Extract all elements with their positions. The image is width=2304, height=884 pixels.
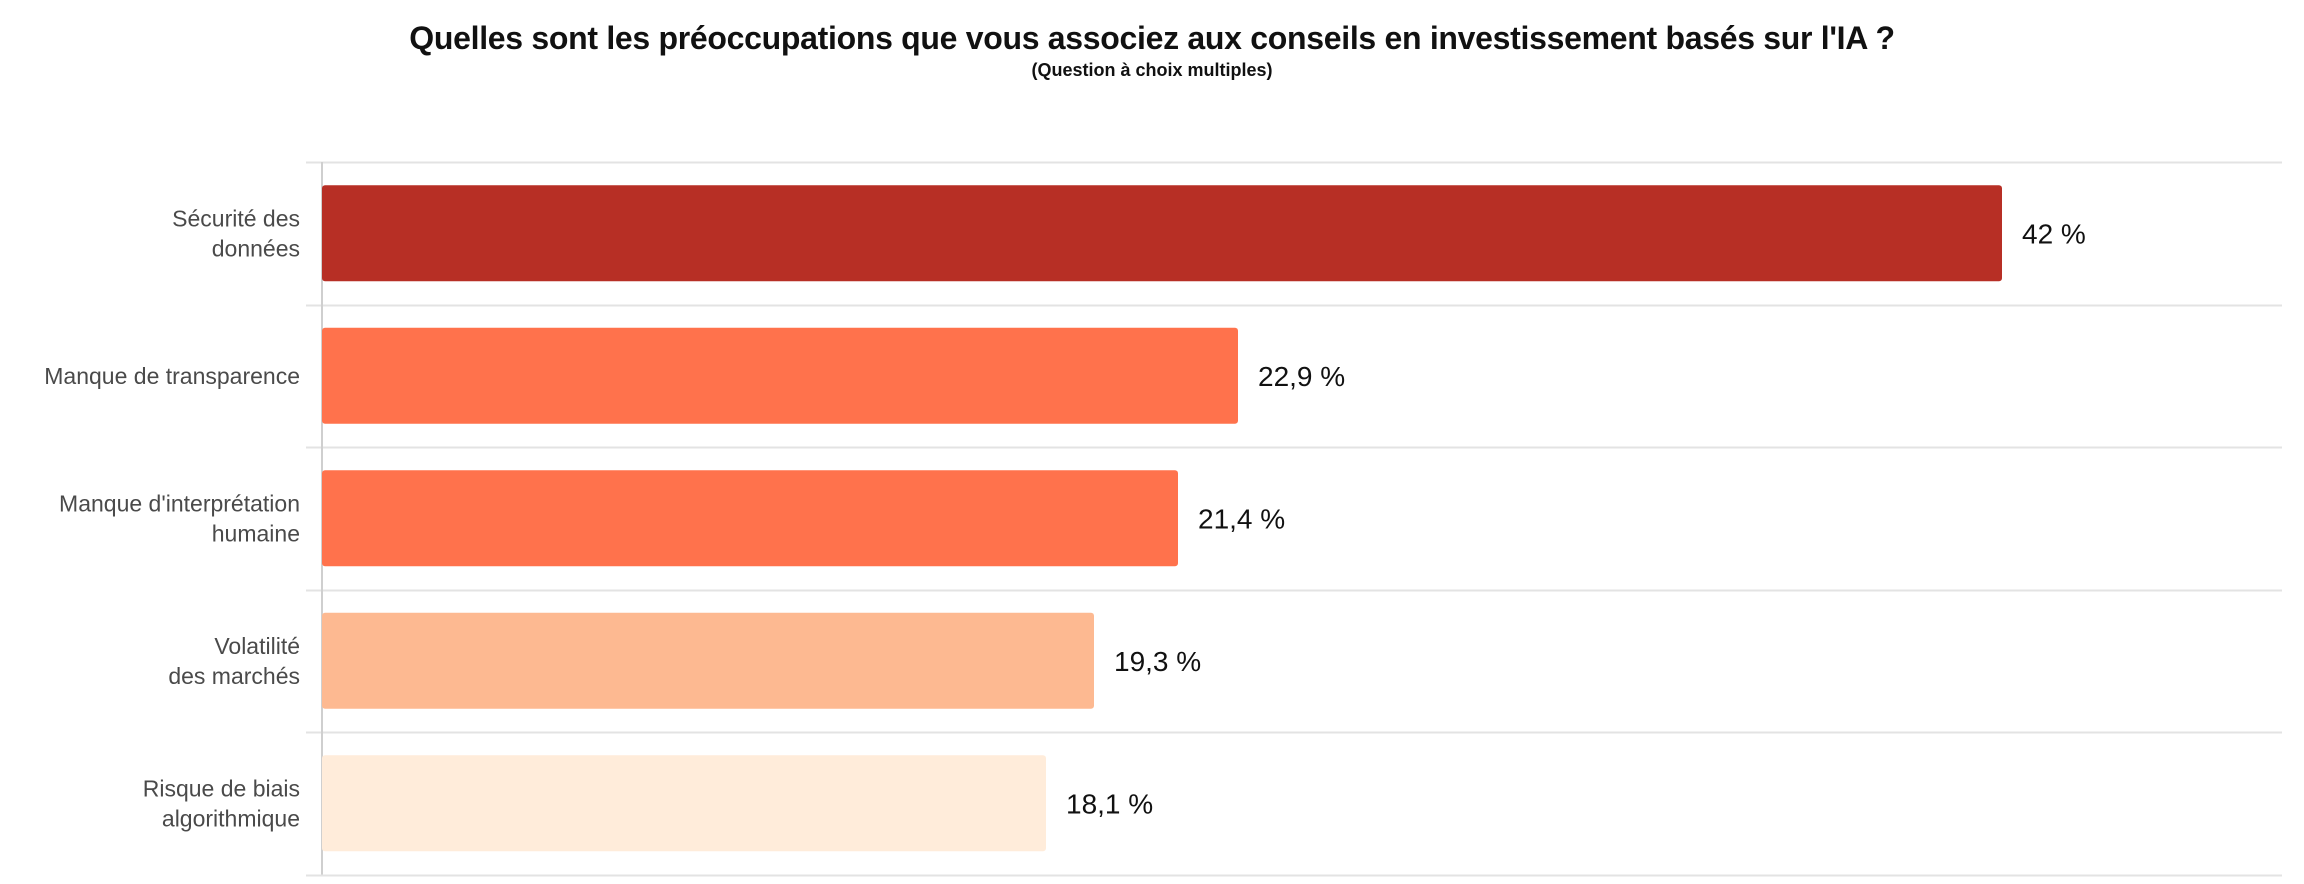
bar (322, 327, 1238, 424)
category-label: Sécurité des données (172, 205, 300, 261)
chart-subtitle: (Question à choix multiples) (1031, 60, 1273, 80)
bar (322, 612, 1094, 709)
category-label: Volatilité des marchés (168, 633, 300, 689)
category-label: Manque de transparence (44, 363, 300, 389)
bar (322, 185, 2002, 282)
bar (322, 470, 1178, 567)
data-label: 22,9 % (1258, 361, 1345, 392)
bar (322, 755, 1046, 852)
data-label: 18,1 % (1066, 788, 1153, 819)
category-label: Risque de biais algorithmique (143, 775, 300, 831)
data-label: 42 % (2022, 218, 2086, 249)
category-label: Manque d'interprétation humaine (59, 490, 300, 546)
data-label: 19,3 % (1114, 646, 1201, 677)
chart-title: Quelles sont les préoccupations que vous… (409, 20, 1895, 56)
data-label: 21,4 % (1198, 503, 1285, 534)
